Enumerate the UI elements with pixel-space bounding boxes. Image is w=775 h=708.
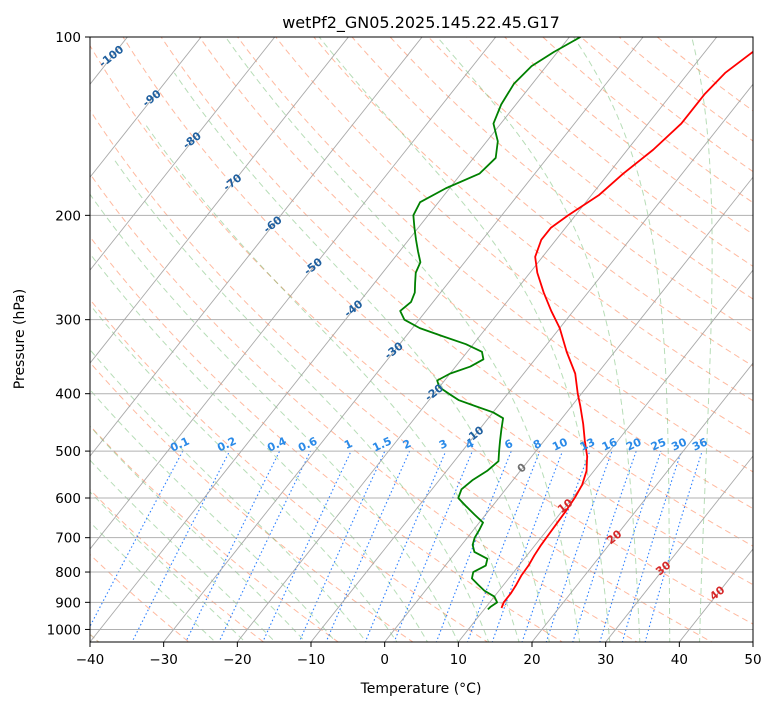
isotherm bbox=[90, 37, 349, 364]
moist-adiabat bbox=[90, 252, 429, 642]
y-tick-label: 900 bbox=[55, 595, 81, 611]
isotherm bbox=[90, 37, 202, 178]
y-tick-label: 700 bbox=[55, 531, 81, 547]
x-tick-label: −40 bbox=[76, 652, 105, 668]
x-tick-label: 0 bbox=[380, 652, 389, 668]
plot-area: -100-90-80-70-60-50-40-30-20-10010203040… bbox=[90, 37, 753, 642]
moist-adiabat bbox=[112, 157, 490, 642]
mixing-ratio-label: 36 bbox=[690, 435, 710, 453]
chart-title: wetPf2_GN05.2025.145.22.45.G17 bbox=[282, 13, 560, 33]
moist-adiabat bbox=[90, 193, 459, 642]
isotherms bbox=[90, 37, 753, 642]
y-axis-label: Pressure (hPa) bbox=[12, 289, 28, 389]
mixing-ratio-label: 16 bbox=[600, 435, 620, 453]
isotherm bbox=[531, 362, 753, 642]
dry-adiabat bbox=[275, 37, 753, 437]
moist-adiabat bbox=[90, 459, 276, 642]
x-tick-label: −20 bbox=[223, 652, 252, 668]
moist-adiabat bbox=[90, 491, 246, 642]
y-tick-label: 400 bbox=[55, 387, 81, 403]
isotherm bbox=[605, 455, 753, 642]
y-tick-label: 300 bbox=[55, 313, 81, 329]
dry-adiabat bbox=[90, 425, 340, 642]
dry-adiabat bbox=[90, 489, 265, 642]
isotherm bbox=[310, 83, 753, 642]
mixing-ratio-label: 10 bbox=[550, 435, 570, 453]
dry-adiabats bbox=[90, 37, 753, 642]
dry-adiabat bbox=[90, 361, 414, 642]
x-tick-label: −10 bbox=[297, 652, 326, 668]
dry-adiabat bbox=[90, 298, 489, 642]
isotherm bbox=[90, 37, 276, 271]
y-axis: 100 200 300 400 500 600 700 800 900 1000 bbox=[47, 30, 90, 638]
moist-adiabat bbox=[572, 37, 671, 642]
isotherm bbox=[236, 37, 718, 642]
dry-adiabat bbox=[90, 109, 713, 642]
y-tick-label: 500 bbox=[55, 444, 81, 460]
mixing-ratio-label: 25 bbox=[649, 435, 668, 453]
isotherm bbox=[90, 37, 423, 457]
moist-adiabat bbox=[436, 37, 641, 642]
x-tick-label: 20 bbox=[523, 652, 540, 668]
isotherm bbox=[384, 176, 753, 642]
dry-adiabat bbox=[122, 37, 753, 586]
dry-adiabat bbox=[313, 37, 753, 402]
x-tick-label: 40 bbox=[671, 652, 688, 668]
isobars bbox=[90, 37, 753, 630]
temperature-profile bbox=[500, 50, 753, 609]
x-tick-label: 50 bbox=[744, 652, 761, 668]
moist-adiabat bbox=[174, 72, 550, 642]
isotherm bbox=[163, 37, 644, 642]
x-axis: −40 −30 −20 −10 0 10 20 30 40 50 bbox=[76, 642, 762, 668]
moist-adiabats bbox=[90, 37, 713, 642]
plot-frame bbox=[89, 36, 754, 643]
y-tick-label: 1000 bbox=[47, 622, 81, 638]
mixing-ratio-label: 30 bbox=[669, 435, 689, 453]
isotherm bbox=[90, 37, 570, 642]
dry-adiabat bbox=[427, 37, 753, 300]
dewpoint-profile bbox=[399, 37, 581, 611]
profile-series bbox=[399, 37, 753, 611]
dry-adiabat bbox=[90, 236, 564, 642]
y-tick-label: 100 bbox=[55, 30, 81, 46]
dry-adiabat bbox=[90, 44, 753, 625]
y-tick-label: 200 bbox=[55, 208, 81, 224]
dry-adiabat bbox=[160, 37, 753, 547]
y-tick-label: 600 bbox=[55, 491, 81, 507]
y-tick-label: 800 bbox=[55, 565, 81, 581]
moist-adiabat bbox=[90, 521, 216, 642]
dry-adiabat bbox=[198, 37, 753, 510]
mixing-ratio-label: 20 bbox=[624, 435, 644, 453]
moist-adiabat bbox=[691, 37, 713, 642]
x-tick-label: 10 bbox=[450, 652, 467, 668]
x-tick-label: −30 bbox=[149, 652, 178, 668]
isotherm bbox=[90, 37, 497, 550]
moist-adiabat bbox=[90, 304, 398, 642]
x-tick-label: 30 bbox=[597, 652, 614, 668]
moist-adiabat bbox=[224, 37, 581, 642]
x-axis-label: Temperature (°C) bbox=[360, 681, 482, 697]
dry-adiabat bbox=[90, 172, 639, 642]
moist-adiabat bbox=[90, 348, 367, 642]
moist-adiabat bbox=[318, 37, 611, 642]
isotherm bbox=[457, 269, 753, 642]
moist-adiabat bbox=[90, 389, 337, 642]
mixing-ratio-label: 13 bbox=[578, 435, 597, 453]
